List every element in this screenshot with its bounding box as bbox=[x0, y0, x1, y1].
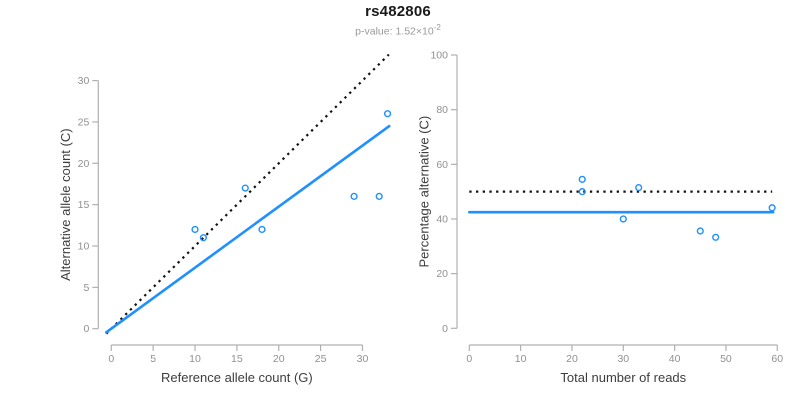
y-tick-label: 15 bbox=[78, 199, 90, 211]
y-tick-label: 5 bbox=[83, 282, 89, 294]
x-tick-label: 30 bbox=[617, 353, 629, 365]
x-tick-label: 30 bbox=[357, 353, 369, 365]
x-tick-label: 0 bbox=[108, 353, 114, 365]
x-tick-label: 10 bbox=[515, 353, 527, 365]
y-tick-label: 100 bbox=[430, 50, 448, 62]
panel-percentage-alternative: 0 20 40 60 80 100 0 10 20 30 40 50 60 Total number of… bbox=[417, 50, 784, 386]
data-point bbox=[696, 227, 704, 235]
y-tick-label: 60 bbox=[436, 159, 448, 171]
panel-allele-counts: 0 5 10 15 20 25 30 0 5 10 15 20 25 30 Reference allele… bbox=[58, 53, 392, 385]
data-point bbox=[383, 110, 392, 118]
y-axis-title: Alternative allele count (C) bbox=[58, 128, 73, 280]
fitted-ratio-line bbox=[104, 124, 391, 334]
y-tick-label: 20 bbox=[436, 268, 448, 280]
data-point bbox=[712, 233, 720, 241]
y-tick-label: 0 bbox=[83, 323, 89, 335]
x-tick-label: 5 bbox=[150, 353, 156, 365]
data-point bbox=[258, 225, 266, 234]
expected-1to1-line bbox=[105, 53, 390, 335]
x-tick-label: 40 bbox=[669, 353, 681, 365]
data-point bbox=[375, 192, 383, 200]
x-axis-title: Reference allele count (G) bbox=[161, 370, 313, 385]
y-tick-label: 20 bbox=[78, 158, 90, 170]
y-tick-label: 10 bbox=[78, 241, 90, 253]
p-value-text: p-value: 1.52×10 bbox=[355, 25, 434, 38]
p-value-label: p-value: 1.52×10-2 bbox=[0, 23, 796, 38]
data-point bbox=[350, 192, 358, 200]
data-point bbox=[619, 215, 627, 223]
data-point bbox=[768, 204, 776, 212]
y-tick-label: 80 bbox=[436, 104, 448, 116]
y-tick-label: 30 bbox=[78, 75, 90, 87]
data-point bbox=[241, 184, 249, 192]
x-tick-label: 60 bbox=[771, 353, 783, 365]
data-point bbox=[635, 183, 643, 192]
x-tick-label: 50 bbox=[720, 353, 732, 365]
x-tick-label: 25 bbox=[315, 353, 327, 365]
x-tick-label: 10 bbox=[189, 353, 201, 365]
x-tick-label: 20 bbox=[566, 353, 578, 365]
y-axis-title: Percentage alternative (C) bbox=[417, 116, 432, 268]
data-point bbox=[578, 175, 586, 183]
y-tick-label: 40 bbox=[436, 213, 448, 225]
data-point bbox=[199, 234, 207, 242]
x-axis-title: Total number of reads bbox=[560, 370, 686, 385]
data-point bbox=[191, 225, 199, 234]
y-tick-label: 25 bbox=[78, 116, 90, 128]
x-tick-label: 0 bbox=[466, 353, 472, 365]
data-point bbox=[578, 188, 586, 196]
x-tick-label: 15 bbox=[231, 353, 243, 365]
figure-title: rs482806 bbox=[365, 3, 431, 20]
p-value-exponent: -2 bbox=[433, 23, 441, 32]
x-tick-label: 20 bbox=[273, 353, 285, 365]
y-tick-label: 0 bbox=[442, 323, 448, 335]
